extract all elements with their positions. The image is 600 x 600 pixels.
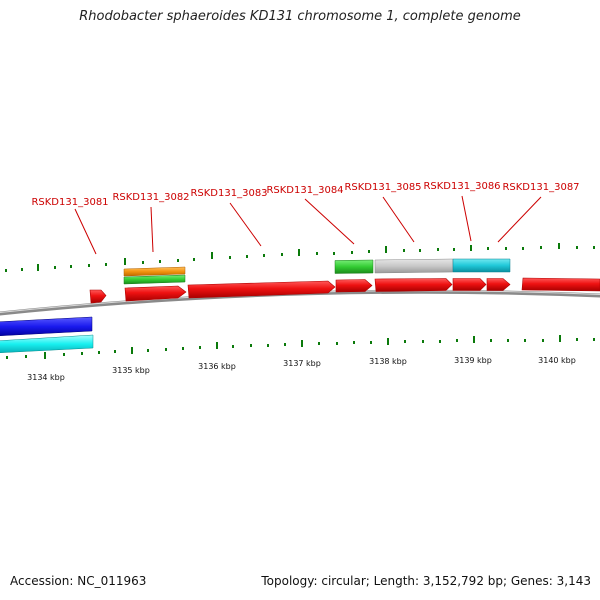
- gene-label-rskd131-3085[interactable]: RSKD131_3085: [344, 182, 421, 193]
- gene-label-rskd131-3086[interactable]: RSKD131_3086: [423, 181, 500, 192]
- map-title: Rhodobacter sphaeroides KD131 chromosome…: [79, 9, 521, 24]
- kbp-label: 3139 kbp: [454, 356, 492, 365]
- green-block[interactable]: [334, 259, 374, 274]
- upper-tick-ring: [5, 243, 595, 272]
- upper-feature-blocks: [123, 258, 511, 285]
- cds-arrow-rskd131-3087[interactable]: [486, 278, 511, 291]
- gene-label-leaders: [74, 195, 542, 255]
- kbp-label: 3134 kbp: [27, 373, 65, 382]
- kbp-label: 3135 kbp: [112, 366, 150, 375]
- kbp-label: 3137 kbp: [283, 359, 321, 368]
- cds-arrow-next[interactable]: [521, 277, 600, 292]
- orange-block[interactable]: [123, 266, 186, 277]
- teal-block[interactable]: [452, 258, 511, 273]
- lower-feature-blocks: [0, 316, 94, 353]
- lower-tick-ring: [6, 335, 595, 359]
- kbp-label: 3136 kbp: [198, 362, 236, 371]
- cds-arrow-rskd131-3084[interactable]: [335, 279, 373, 293]
- gene-label-rskd131-3083[interactable]: RSKD131_3083: [190, 188, 267, 199]
- gene-label-rskd131-3081[interactable]: RSKD131_3081: [31, 197, 108, 208]
- gray-block[interactable]: [374, 258, 454, 274]
- green-block[interactable]: [123, 274, 186, 285]
- kbp-label: 3140 kbp: [538, 356, 576, 365]
- blue-block[interactable]: [0, 316, 93, 336]
- genome-summary-text: Topology: circular; Length: 3,152,792 bp…: [261, 574, 591, 588]
- gene-label-rskd131-3082[interactable]: RSKD131_3082: [112, 192, 189, 203]
- gene-label-rskd131-3087[interactable]: RSKD131_3087: [502, 182, 579, 193]
- cds-arrow-rskd131-3081[interactable]: [89, 289, 107, 304]
- cds-arrow-rskd131-3083[interactable]: [187, 280, 336, 299]
- cyan-block[interactable]: [0, 334, 94, 353]
- kbp-label: 3138 kbp: [369, 357, 407, 366]
- cds-arrow-rskd131-3082[interactable]: [124, 285, 187, 302]
- accession-text: Accession: NC_011963: [10, 574, 147, 588]
- cds-arrow-rskd131-3085[interactable]: [374, 278, 453, 292]
- cds-features: [89, 277, 600, 304]
- gene-label-rskd131-3084[interactable]: RSKD131_3084: [266, 185, 343, 196]
- chromosome-backbone: [0, 289, 600, 316]
- cds-arrow-rskd131-3086[interactable]: [452, 278, 487, 291]
